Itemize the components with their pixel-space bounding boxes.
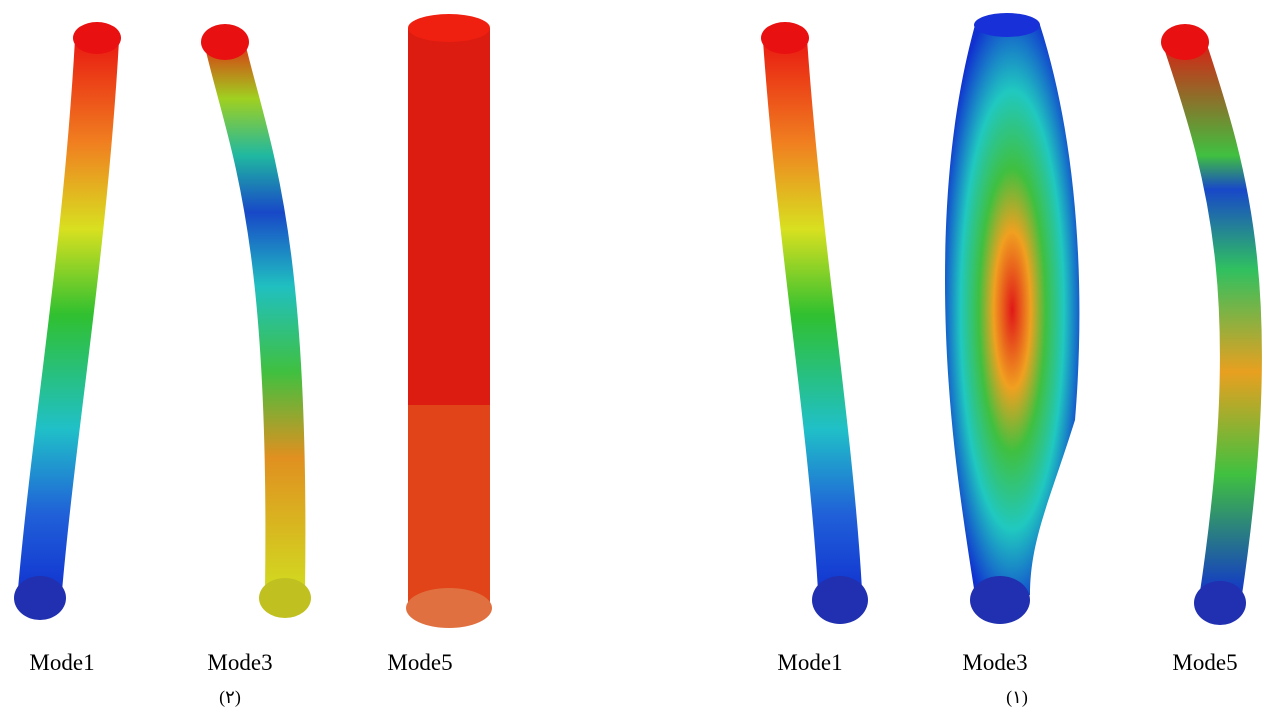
base — [14, 576, 66, 620]
mode-label: Mode3 — [207, 650, 272, 675]
cap — [201, 24, 249, 60]
figure: Mode1 Mode3 Mode5 (۲) Mode1 Mode3 Mode5 … — [0, 0, 1285, 713]
caption: (۲) — [219, 687, 241, 708]
mode-label: Mode3 — [962, 650, 1027, 675]
left-figure — [14, 14, 492, 628]
mode-shape — [40, 40, 97, 590]
base — [812, 576, 868, 624]
cap — [761, 22, 809, 54]
mode-shape — [945, 25, 1079, 595]
mode-shape — [1185, 45, 1241, 600]
base — [970, 576, 1030, 624]
cap — [1161, 24, 1209, 60]
mode-shape — [785, 40, 840, 590]
base — [406, 588, 492, 628]
cap — [73, 22, 121, 54]
mode-label: Mode5 — [1172, 650, 1237, 675]
right-figure — [761, 13, 1246, 625]
base — [1194, 581, 1246, 625]
mode-shape — [408, 405, 490, 605]
cap — [408, 14, 490, 42]
mode-label: Mode1 — [29, 650, 94, 675]
mode-label: Mode1 — [777, 650, 842, 675]
mode-label: Mode5 — [387, 650, 452, 675]
base — [259, 578, 311, 618]
caption: (۱) — [1006, 687, 1028, 708]
mode-shape — [225, 45, 285, 590]
cap — [974, 13, 1040, 37]
